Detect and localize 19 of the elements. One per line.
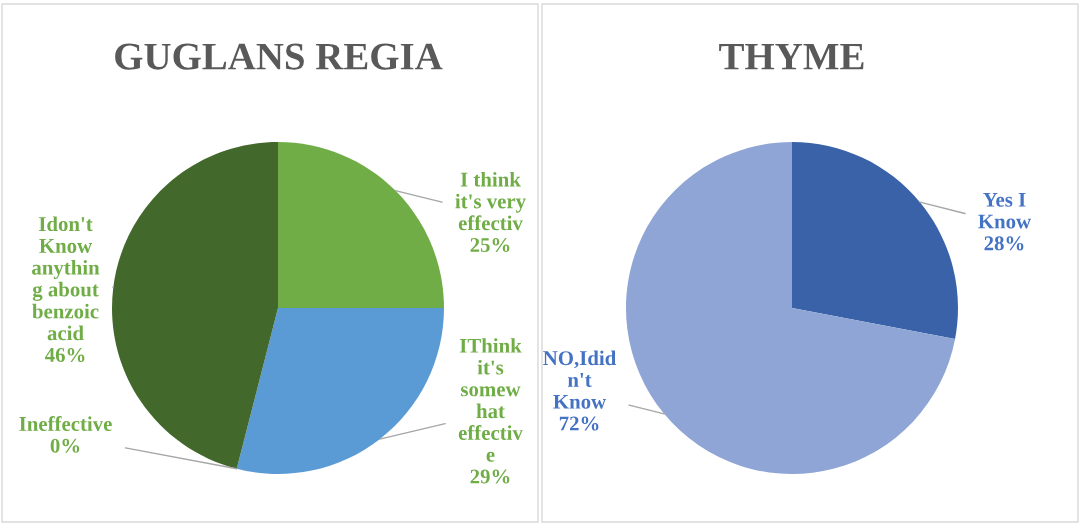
data-label: 46% bbox=[44, 347, 85, 363]
pie-slice bbox=[236, 308, 444, 474]
data-label: 29% bbox=[470, 469, 510, 484]
slice-label: Yes I Know bbox=[978, 192, 1031, 229]
pie-slice bbox=[278, 142, 444, 308]
chart-title: GUGLANS REGIA bbox=[115, 43, 443, 70]
category-label: Ineffective bbox=[19, 416, 112, 431]
data-label: 72% bbox=[559, 416, 599, 431]
slice-label: I think it's very effectiv bbox=[455, 171, 526, 231]
pie-slice bbox=[792, 142, 958, 340]
text: 0% bbox=[50, 438, 80, 453]
chart-title: THYME bbox=[719, 43, 864, 70]
slice-label: IThink it's somew hat effectiv e bbox=[458, 338, 523, 462]
data-label: 25% bbox=[470, 237, 510, 253]
pie-slice bbox=[112, 142, 278, 469]
slice-label: NO,Idid n't Know bbox=[543, 350, 617, 409]
data-label: 28% bbox=[984, 236, 1024, 251]
pie-slice bbox=[626, 142, 956, 474]
slice-label: Idon't Know anythin g about benzoic acid bbox=[32, 216, 100, 341]
